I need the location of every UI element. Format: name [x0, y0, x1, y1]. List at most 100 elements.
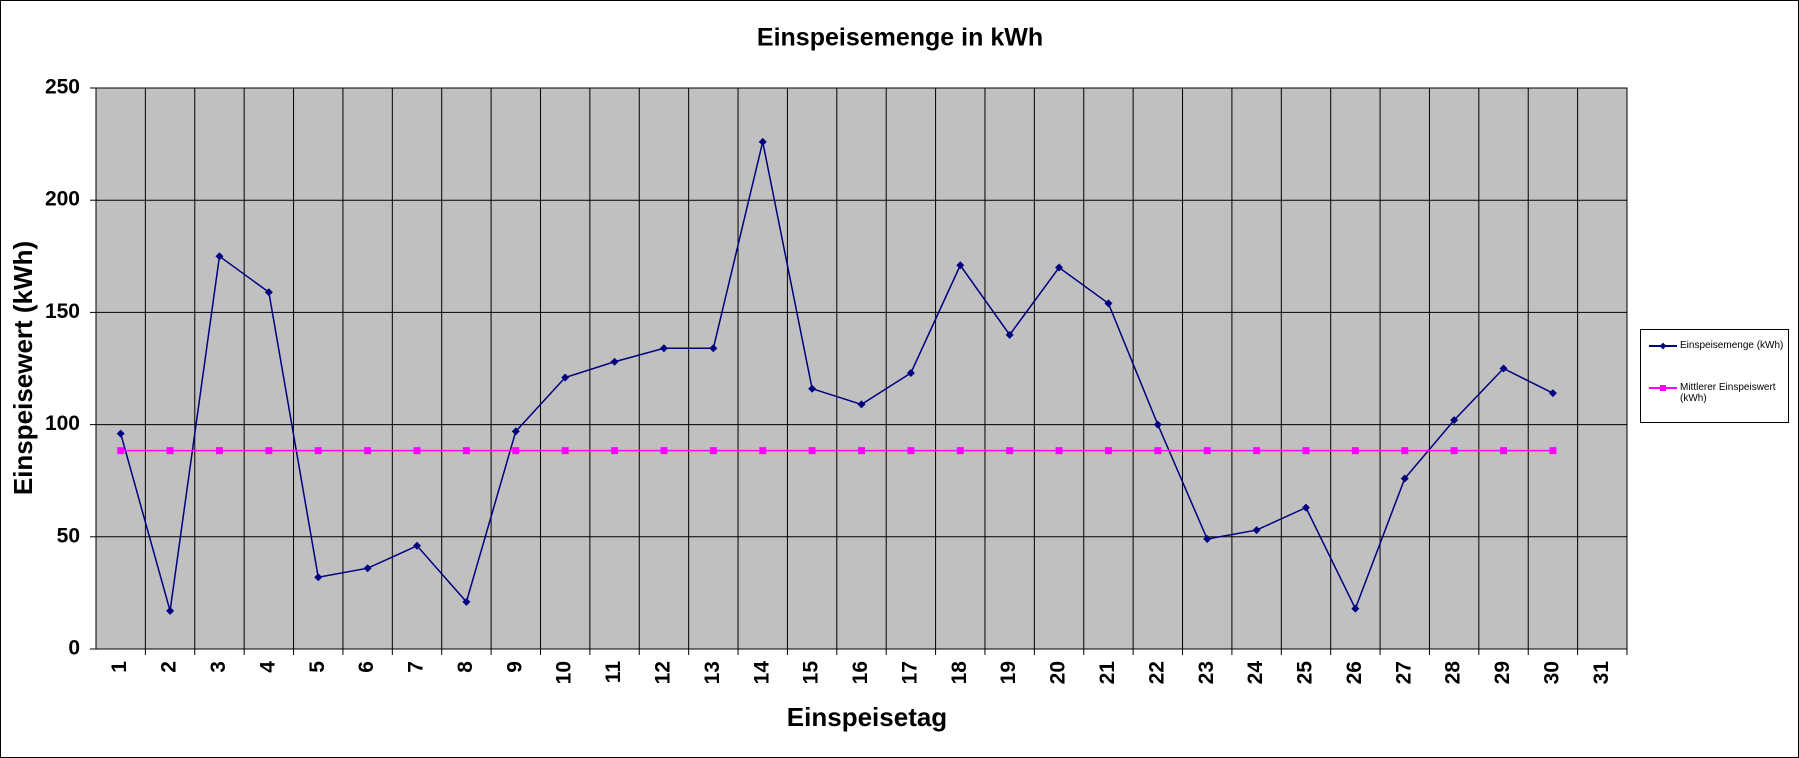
y-tick-label: 200: [45, 188, 80, 211]
x-tick-label: 23: [1195, 661, 1218, 684]
legend-item: Einspeisemenge (kWh): [1649, 340, 1785, 352]
point: [758, 137, 767, 146]
x-tick-label: 25: [1294, 661, 1317, 685]
point: [314, 573, 323, 582]
point: [659, 344, 668, 353]
point: [561, 373, 570, 382]
point: [1055, 447, 1063, 455]
point: [462, 597, 471, 606]
point: [906, 368, 915, 377]
y-tick-label: 100: [45, 412, 80, 435]
point: [808, 384, 817, 393]
point: [660, 447, 668, 455]
point: [857, 400, 866, 409]
point: [512, 447, 520, 455]
point: [1548, 389, 1557, 398]
y-tick-label: 50: [57, 524, 80, 547]
x-tick-label: 30: [1540, 661, 1563, 684]
point: [610, 357, 619, 366]
point: [1253, 447, 1261, 455]
x-tick-label: 1: [108, 661, 131, 673]
point: [1450, 416, 1459, 425]
point: [116, 429, 125, 438]
point: [956, 261, 965, 270]
point: [1450, 447, 1458, 455]
x-tick-label: 13: [701, 661, 724, 684]
point: [264, 288, 273, 297]
point: [907, 447, 915, 455]
x-tick-label: 20: [1047, 661, 1070, 684]
point: [1104, 299, 1113, 308]
x-tick-label: 3: [207, 661, 230, 673]
x-tick-label: 28: [1442, 661, 1465, 685]
x-tick-label: 29: [1491, 661, 1514, 684]
legend-item: Mittlerer Einspeiswert (kWh): [1649, 382, 1785, 404]
point: [314, 447, 322, 455]
point: [1549, 447, 1557, 455]
x-tick-label: 8: [454, 661, 477, 673]
x-tick-label: 14: [750, 661, 773, 685]
point: [1351, 604, 1360, 613]
point: [858, 447, 865, 455]
series-line: [119, 141, 1554, 612]
y-tick-label: 150: [45, 300, 80, 323]
point: [1055, 263, 1064, 272]
point: [364, 447, 372, 455]
point: [462, 447, 470, 455]
x-tick-label: 4: [256, 661, 279, 673]
x-tick-label: 21: [1096, 661, 1119, 685]
legend: Einspeisemenge (kWh) Mittlerer Einspeiswe…: [1640, 329, 1789, 423]
y-tick-label: 250: [45, 76, 80, 99]
point: [709, 344, 718, 353]
point: [611, 447, 619, 455]
point: [363, 564, 372, 573]
point: [1104, 447, 1112, 455]
point: [1154, 447, 1162, 455]
plot-area: [95, 87, 1628, 650]
point: [511, 427, 520, 436]
x-tick-label: 18: [948, 661, 971, 685]
x-tick-label: 2: [158, 661, 181, 673]
point: [1252, 526, 1261, 535]
point: [215, 252, 224, 261]
legend-swatch: [1649, 340, 1677, 352]
point: [265, 447, 273, 455]
x-tick-label: 16: [849, 661, 872, 684]
point: [1302, 447, 1310, 455]
point: [561, 447, 569, 455]
point: [808, 447, 816, 455]
x-tick-label: 22: [1145, 661, 1168, 684]
legend-label: Einspeisemenge (kWh): [1680, 340, 1784, 351]
point: [709, 447, 717, 455]
y-axis-title: Einspeisewert (kWh): [8, 241, 38, 495]
x-tick-label: 12: [651, 661, 674, 684]
x-tick-label: 24: [1244, 661, 1267, 685]
chart-title: Einspeisemenge in kWh: [757, 24, 1043, 52]
point: [1006, 447, 1014, 455]
x-tick-label: 7: [405, 661, 428, 673]
point: [1005, 330, 1014, 339]
point: [1400, 474, 1409, 483]
x-tick-label: 19: [997, 661, 1020, 684]
point: [166, 447, 174, 455]
legend-label: Mittlerer Einspeiswert (kWh): [1680, 382, 1776, 404]
point: [215, 447, 223, 455]
point: [413, 541, 422, 550]
x-tick-label: 17: [898, 661, 921, 684]
x-axis-title: Einspeisetag: [787, 702, 947, 732]
point: [1401, 447, 1409, 455]
x-tick-label: 9: [503, 661, 526, 673]
point: [1499, 364, 1508, 373]
point: [1301, 503, 1310, 512]
x-tick-label: 11: [602, 661, 625, 684]
x-tick-label: 6: [355, 661, 378, 673]
point: [1203, 447, 1211, 455]
y-tick-label: 0: [68, 637, 80, 660]
x-tick-label: 27: [1392, 661, 1415, 684]
legend-swatch: [1649, 382, 1677, 394]
x-tick-label: 5: [306, 661, 329, 673]
point: [413, 447, 421, 455]
x-tick-label: 26: [1343, 661, 1366, 684]
x-tick-label: 15: [800, 661, 823, 685]
